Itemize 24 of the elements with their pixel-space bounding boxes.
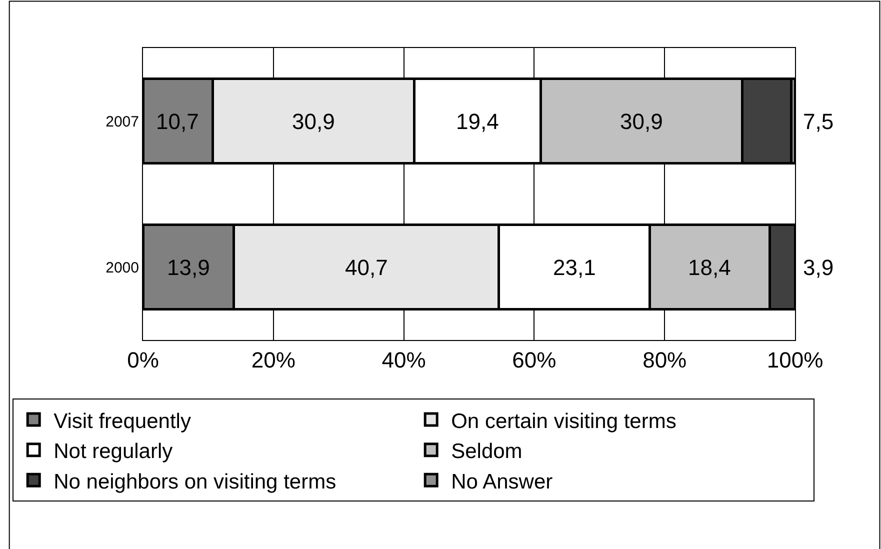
data-label: 30,9 [292, 109, 335, 134]
legend-label: On certain visiting terms [451, 410, 676, 433]
x-tick-label: 80% [642, 347, 687, 372]
data-label: 10,7 [156, 109, 199, 134]
y-tick-label: 2007 [106, 113, 139, 130]
legend-label: Not regularly [54, 440, 174, 464]
data-label: 13,9 [167, 255, 210, 280]
legend-label: Visit frequently [54, 410, 192, 433]
y-tick-label: 2000 [106, 259, 139, 276]
x-tick-label: 60% [512, 347, 556, 372]
x-tick-label: 40% [382, 347, 426, 372]
data-label: 30,9 [620, 109, 663, 134]
data-label: 18,4 [688, 255, 731, 280]
x-tick-label: 20% [251, 347, 296, 372]
data-label: 3,9 [803, 255, 834, 280]
legend-label: No neighbors on visiting terms [54, 470, 336, 494]
data-label: 23,1 [553, 255, 596, 280]
x-tick-label: 100% [766, 347, 824, 372]
legend-label: No Answer [451, 470, 553, 494]
data-label: 19,4 [456, 109, 499, 134]
x-tick-label: 0% [127, 347, 159, 372]
data-label: 40,7 [345, 255, 388, 280]
legend-label: Seldom [451, 440, 522, 464]
data-label: 7,5 [803, 109, 834, 134]
